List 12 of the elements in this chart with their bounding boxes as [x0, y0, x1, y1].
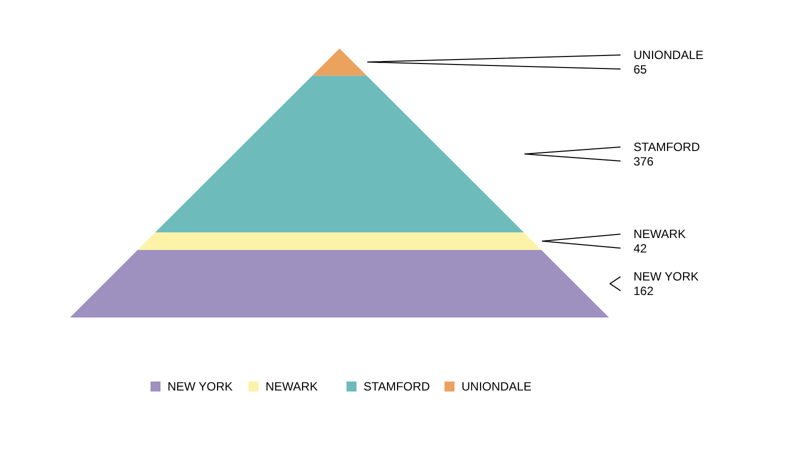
text: NEW YORK: [634, 270, 699, 284]
text: STAMFORD: [634, 140, 700, 154]
data-label: 376: [634, 154, 654, 169]
legend-label: NEWARK: [266, 380, 318, 394]
legend-label: STAMFORD: [364, 380, 430, 394]
legend-label: NEW YORK: [168, 380, 233, 394]
data-label: 42: [634, 242, 648, 256]
legend-label: UNIONDALE: [462, 380, 532, 394]
text: NEWARK: [634, 227, 686, 242]
text: UNIONDALE: [634, 48, 704, 62]
data-label: 162: [634, 284, 654, 298]
data-label: 65: [634, 62, 648, 77]
